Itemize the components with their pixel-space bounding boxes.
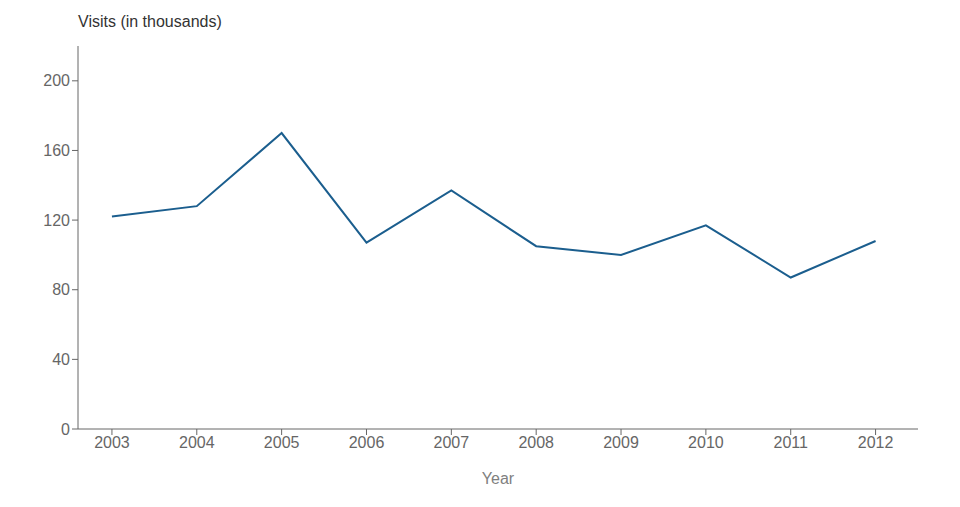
svg-text:2003: 2003: [94, 434, 130, 451]
html-text:Visits (in thousands): Visits (in thousands): [78, 13, 222, 30]
svg-text:2005: 2005: [264, 434, 300, 451]
svg-text:2004: 2004: [179, 434, 215, 451]
svg-text:2006: 2006: [349, 434, 385, 451]
svg-text:0: 0: [61, 421, 70, 438]
svg-text:120: 120: [43, 212, 70, 229]
svg-text:200: 200: [43, 72, 70, 89]
svg-text:2008: 2008: [518, 434, 554, 451]
svg-text:Year: Year: [482, 470, 515, 487]
svg-text:160: 160: [43, 142, 70, 159]
svg-text:2009: 2009: [603, 434, 639, 451]
svg-text:80: 80: [52, 281, 70, 298]
svg-text:2011: 2011: [774, 434, 809, 451]
svg-text:40: 40: [52, 351, 70, 368]
svg-text:2010: 2010: [688, 434, 724, 451]
svg-text:2012: 2012: [858, 434, 894, 451]
svg-text:2007: 2007: [434, 434, 470, 451]
